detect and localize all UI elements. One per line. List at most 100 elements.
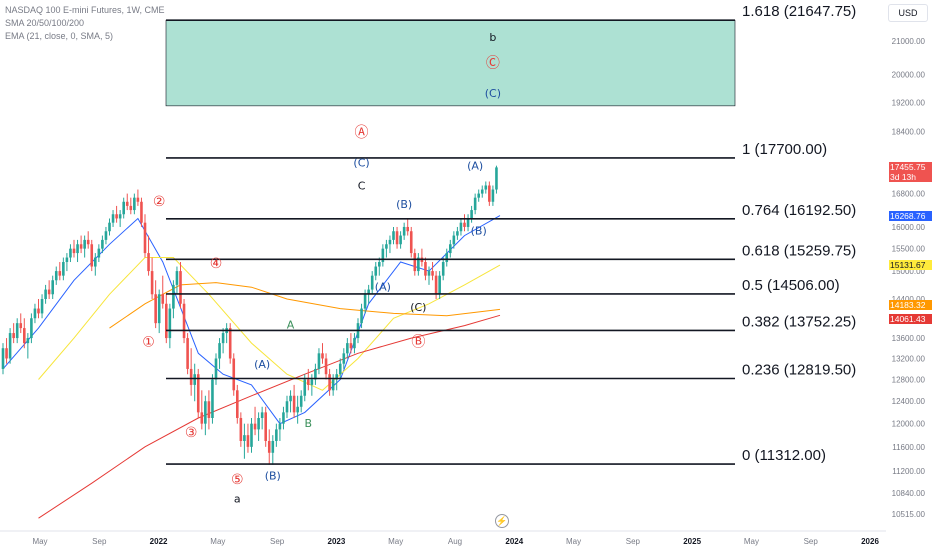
price-tick-label: 16800.00 bbox=[892, 190, 926, 199]
price-axis-bg bbox=[886, 0, 932, 550]
candle-body bbox=[161, 294, 165, 304]
candle-body bbox=[228, 328, 232, 359]
price-tick-label: 12400.00 bbox=[892, 397, 926, 406]
fib-level-label: 0 (11312.00) bbox=[742, 447, 826, 464]
candle-body bbox=[367, 289, 370, 295]
candle-body bbox=[399, 235, 402, 245]
candle-body bbox=[44, 289, 47, 299]
candle-body bbox=[314, 368, 317, 380]
candle-body bbox=[321, 353, 324, 359]
candle-body bbox=[86, 239, 90, 245]
candle-body bbox=[76, 244, 79, 254]
candle-body bbox=[165, 303, 168, 339]
sma-legend[interactable]: SMA 20/50/100/200 bbox=[5, 18, 85, 28]
candle-body bbox=[395, 231, 399, 245]
candle-body bbox=[122, 201, 125, 215]
candle-body bbox=[54, 271, 58, 281]
candle-body bbox=[360, 308, 363, 324]
candle-body bbox=[466, 218, 470, 227]
wave-label: (B) bbox=[396, 198, 412, 211]
candle-body bbox=[62, 262, 65, 276]
wave-label: (C) bbox=[353, 156, 369, 169]
candle-body bbox=[338, 363, 342, 375]
candle-body bbox=[427, 271, 431, 276]
candle-body bbox=[90, 244, 94, 267]
candle-body bbox=[65, 257, 69, 263]
candle-body bbox=[5, 348, 8, 359]
target-zone-layer bbox=[165, 19, 736, 107]
wave-label: ③ bbox=[185, 425, 198, 441]
fib-level-label: 0.5 (14506.00) bbox=[742, 277, 840, 294]
candle-body bbox=[303, 379, 307, 396]
lightning-icon[interactable]: ⚡ bbox=[495, 514, 509, 528]
price-tick-label: 13600.00 bbox=[892, 334, 926, 343]
wave-label: Ⓑ bbox=[411, 335, 425, 351]
ema-legend[interactable]: EMA (21, close, 0, SMA, 5) bbox=[5, 31, 114, 41]
candle-body bbox=[23, 328, 26, 344]
price-badge-text: 16268.76 bbox=[890, 210, 926, 221]
candle-body bbox=[417, 257, 420, 272]
time-tick-label: May bbox=[744, 537, 759, 546]
candle-body bbox=[413, 253, 417, 272]
fib-level-label: 0.618 (15259.75) bbox=[742, 242, 856, 259]
candle-body bbox=[204, 401, 207, 424]
candle-body bbox=[275, 429, 278, 441]
candle-body bbox=[175, 271, 179, 285]
price-badge-text: 17455.75 bbox=[890, 162, 926, 173]
candle-body bbox=[115, 214, 118, 219]
candle-body bbox=[136, 197, 140, 202]
candle-body bbox=[406, 226, 409, 232]
candle-body bbox=[154, 294, 157, 324]
candle-body bbox=[431, 271, 434, 276]
candle-body bbox=[143, 222, 147, 254]
price-badge-text: 15131.67 bbox=[890, 260, 926, 271]
wave-label: (C) bbox=[485, 87, 501, 100]
candle-body bbox=[424, 262, 427, 276]
time-tick-label: Sep bbox=[92, 537, 107, 546]
time-tick-label: 2024 bbox=[505, 537, 523, 546]
time-tick-label: 2025 bbox=[683, 537, 701, 546]
time-tick-label: Sep bbox=[626, 537, 641, 546]
wave-label: A bbox=[287, 319, 295, 332]
symbol-title[interactable]: NASDAQ 100 E-mini Futures, 1W, CME bbox=[5, 5, 165, 15]
candle-body bbox=[388, 239, 392, 245]
candle-body bbox=[328, 374, 331, 391]
wave-label: Ⓒ bbox=[486, 56, 500, 72]
wave-label: (B) bbox=[471, 225, 487, 238]
candle-body bbox=[363, 294, 367, 309]
candle-body bbox=[12, 333, 15, 339]
candle-body bbox=[452, 235, 456, 245]
candle-body bbox=[133, 197, 136, 211]
candle-body bbox=[179, 271, 182, 304]
candle-body bbox=[250, 423, 253, 447]
candle-body bbox=[168, 308, 172, 339]
candle-body bbox=[495, 167, 498, 190]
wave-label: b bbox=[489, 31, 496, 44]
wave-label: B bbox=[305, 417, 313, 430]
moving-average-line bbox=[38, 257, 501, 391]
candle-body bbox=[449, 244, 452, 254]
candle-body bbox=[200, 412, 204, 424]
candle-body bbox=[349, 343, 353, 349]
candle-body bbox=[378, 262, 381, 267]
candle-body bbox=[342, 353, 346, 364]
wave-label: a bbox=[234, 493, 241, 506]
time-tick-label: 2022 bbox=[150, 537, 168, 546]
price-tick-label: 11600.00 bbox=[892, 443, 925, 452]
wave-label: ④ bbox=[210, 256, 223, 272]
wave-label: ⑤ bbox=[231, 472, 244, 488]
fib-level-label: 0.382 (13752.25) bbox=[742, 313, 856, 330]
wave-label: C bbox=[358, 180, 366, 193]
currency-button[interactable]: USD bbox=[888, 4, 928, 22]
price-tick-label: 15500.00 bbox=[892, 245, 926, 254]
candle-body bbox=[459, 222, 463, 232]
price-axis[interactable]: 10515.00 10840.00 11200.00 11600.00 12000.00… bbox=[886, 0, 932, 550]
fibonacci-layer[interactable]: 1.618 (21647.75) 1 (17700.00) 0.764 (16192… bbox=[166, 3, 856, 465]
candle-body bbox=[207, 401, 211, 418]
candle-body bbox=[491, 189, 495, 202]
time-axis[interactable]: May Sep 2022 May Sep 2023 May Aug 2024 May Sep 2025… bbox=[0, 530, 886, 546]
wave-label: (B) bbox=[265, 469, 281, 482]
candle-body bbox=[292, 395, 296, 413]
candle-body bbox=[94, 257, 97, 267]
